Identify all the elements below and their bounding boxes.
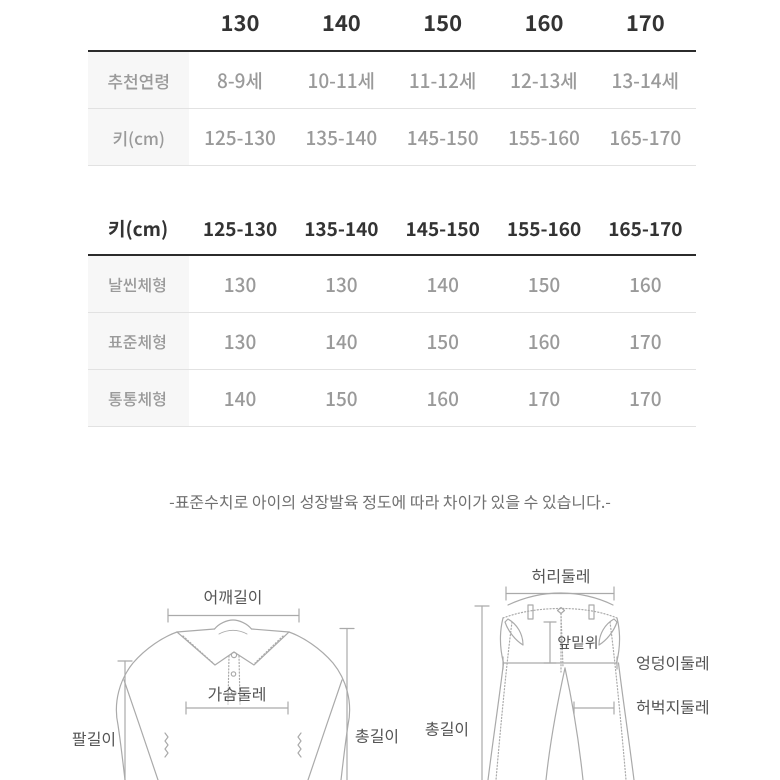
svg-text:가슴둘레: 가슴둘레: [208, 681, 267, 705]
svg-text:허벅지둘레: 허벅지둘레: [636, 694, 710, 718]
svg-text:총길이: 총길이: [425, 716, 469, 740]
svg-text:허리둘레: 허리둘레: [532, 563, 591, 587]
svg-text:팔길이: 팔길이: [72, 726, 116, 750]
svg-text:엉덩이둘레: 엉덩이둘레: [636, 650, 710, 674]
svg-text:총길이: 총길이: [355, 723, 399, 747]
svg-text:앞밑위: 앞밑위: [557, 632, 598, 653]
svg-text:어깨길이: 어깨길이: [204, 584, 263, 608]
